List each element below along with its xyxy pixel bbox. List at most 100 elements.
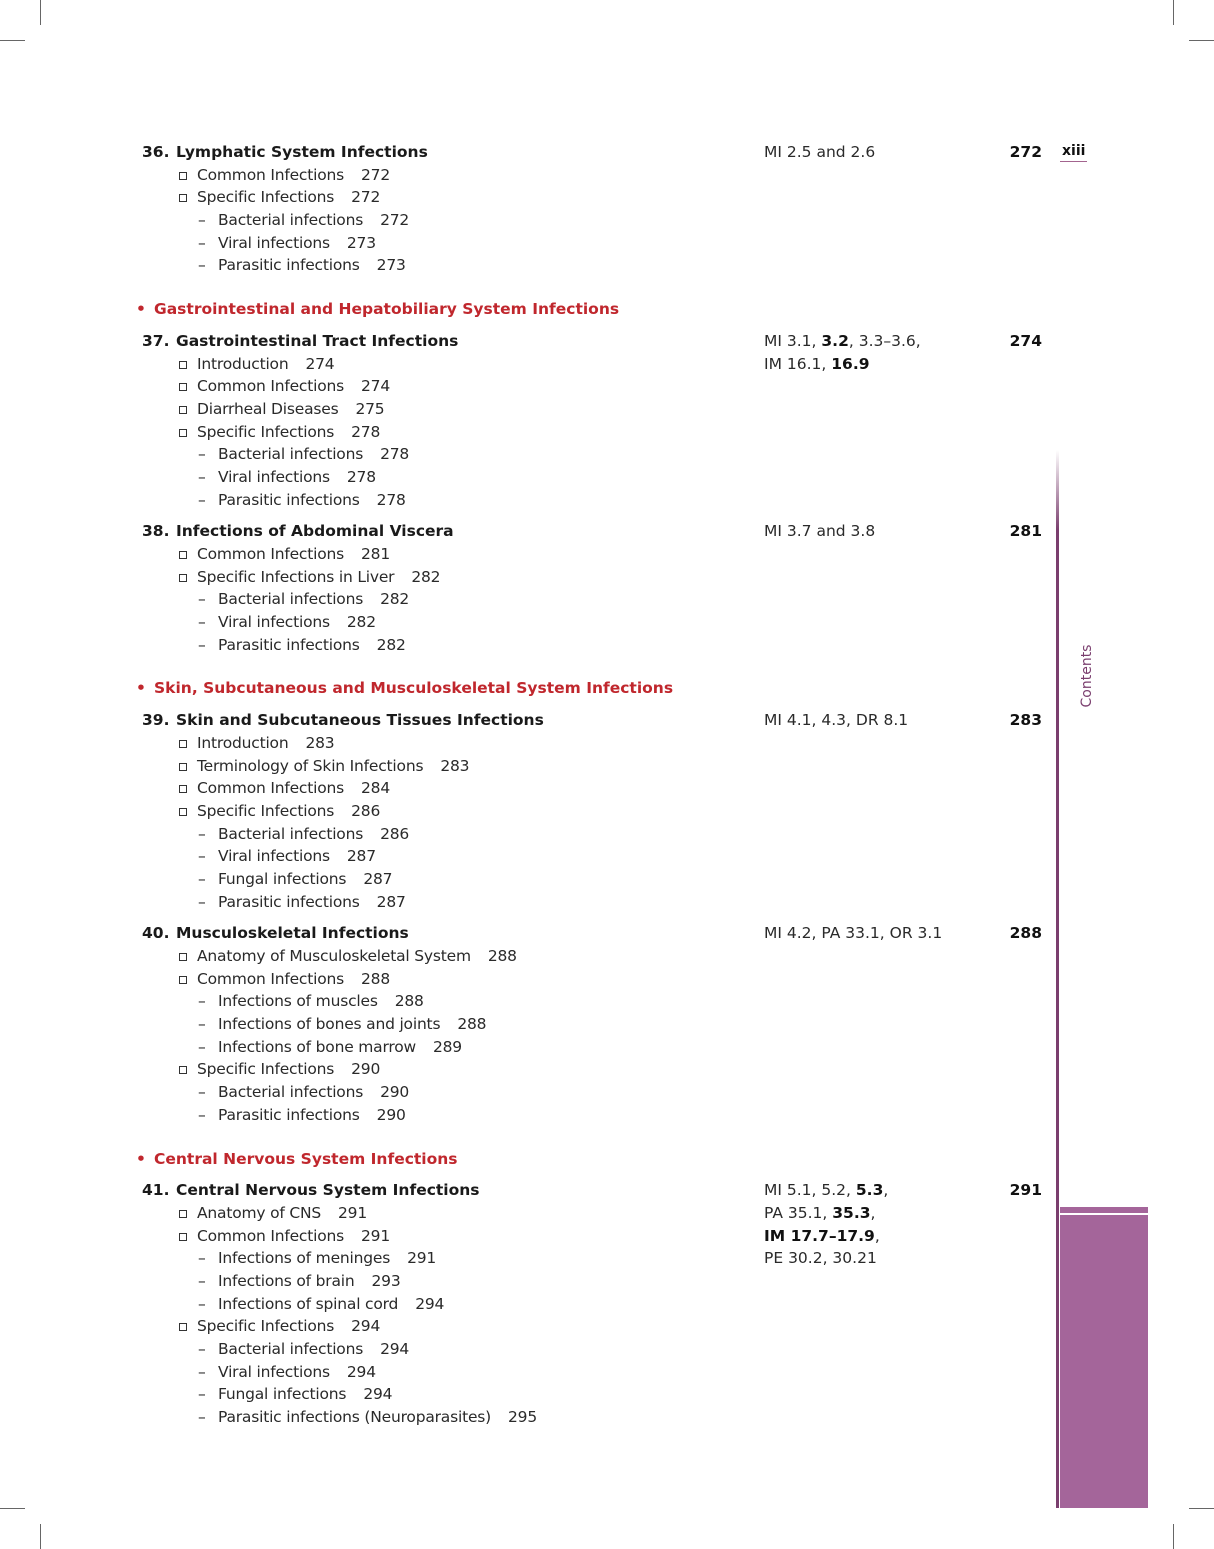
entry-title: Specific Infections	[197, 422, 335, 441]
chapter-title: Lymphatic System Infections	[176, 143, 428, 161]
entry-page: 284	[361, 779, 391, 798]
dash-icon: –	[198, 467, 206, 486]
subtopic-entry[interactable]: – Bacterial infections 278	[0, 443, 1214, 466]
entry-page: 273	[346, 233, 376, 252]
subtopic-entry[interactable]: – Viral infections 278	[0, 466, 1214, 489]
entry-title: Common Infections	[197, 969, 345, 988]
topic-entry[interactable]: Specific Infections 290	[0, 1058, 1214, 1081]
topic-entry[interactable]: Common Infections 274	[0, 375, 1214, 398]
entry-title: Introduction	[197, 733, 289, 752]
entry-text: Bacterial infections 278	[218, 443, 409, 466]
chapter-entry[interactable]: 37. Gastrointestinal Tract Infections MI 3…	[0, 330, 1214, 373]
topic-entry[interactable]: Common Infections 291	[0, 1225, 1214, 1248]
entry-page: 286	[380, 824, 410, 843]
subtopic-entry[interactable]: – Infections of brain 293	[0, 1270, 1214, 1293]
topic-entry[interactable]: Diarrheal Diseases 275	[0, 398, 1214, 421]
section-title: Skin, Subcutaneous and Musculoskeletal S…	[154, 679, 674, 698]
chapter-entry[interactable]: 40. Musculoskeletal Infections MI 4.2, PA …	[0, 922, 1214, 945]
topic-entry[interactable]: Specific Infections 286	[0, 800, 1214, 823]
dash-icon: –	[198, 1294, 206, 1313]
topic-entry[interactable]: Common Infections 272	[0, 164, 1214, 187]
entry-title: Parasitic infections	[218, 635, 360, 654]
subtopic-entry[interactable]: – Fungal infections 287	[0, 868, 1214, 891]
square-bullet-icon	[179, 953, 187, 961]
topic-entry[interactable]: Common Infections 284	[0, 777, 1214, 800]
entry-page: 294	[380, 1340, 410, 1358]
entry-text: Fungal infections 294	[218, 1383, 393, 1406]
subtopic-entry[interactable]: – Parasitic infections (Neuroparasites) 29…	[0, 1406, 1214, 1429]
entry-text: Infections of bone marrow 289	[218, 1036, 462, 1059]
chapter-title: Infections of Abdominal Viscera	[176, 522, 454, 541]
entry-title: Specific Infections	[197, 1060, 335, 1079]
subtopic-entry[interactable]: – Viral infections 287	[0, 845, 1214, 868]
subtopic-entry[interactable]: – Bacterial infections 286	[0, 823, 1214, 846]
competency-code: MI 3.7 and 3.8	[764, 522, 876, 541]
entry-text: Parasitic infections 287	[218, 891, 406, 914]
topic-entry[interactable]: Specific Infections 294	[0, 1315, 1214, 1338]
subtopic-entry[interactable]: – Bacterial infections 294	[0, 1338, 1214, 1361]
entry-page: 287	[363, 869, 393, 888]
entry-text: Parasitic infections (Neuroparasites) 295	[218, 1406, 537, 1429]
entry-page: 294	[415, 1294, 445, 1313]
dash-icon: –	[198, 869, 206, 888]
subtopic-entry[interactable]: – Infections of meninges 291	[0, 1247, 1214, 1270]
entry-text: Common Infections 272	[197, 164, 390, 187]
entry-text: Terminology of Skin Infections 283	[197, 755, 470, 778]
topic-entry[interactable]: Common Infections 288	[0, 968, 1214, 991]
topic-entry[interactable]: Introduction 274	[0, 353, 1214, 376]
topic-entry[interactable]: Anatomy of Musculoskeletal System 288	[0, 945, 1214, 968]
subtopic-entry[interactable]: – Parasitic infections 290	[0, 1104, 1214, 1127]
topic-entry[interactable]: Terminology of Skin Infections 283	[0, 755, 1214, 778]
entry-title: Fungal infections	[218, 1385, 347, 1404]
page-folio: xiii	[1060, 143, 1088, 162]
subtopic-entry[interactable]: – Bacterial infections 282	[0, 588, 1214, 611]
entry-title: Specific Infections	[197, 188, 335, 207]
crop-mark	[0, 40, 25, 41]
topic-entry[interactable]: Specific Infections 272	[0, 186, 1214, 209]
subtopic-entry[interactable]: – Viral infections 282	[0, 611, 1214, 634]
topic-entry[interactable]: Common Infections 281	[0, 543, 1214, 566]
entry-page: 282	[380, 590, 410, 609]
subtopic-entry[interactable]: – Bacterial infections 290	[0, 1081, 1214, 1104]
subtopic-entry[interactable]: – Parasitic infections 282	[0, 634, 1214, 657]
entry-title: Infections of muscles	[218, 992, 378, 1011]
chapter-entry[interactable]: 41. Central Nervous System Infections MI 5…	[0, 1179, 1214, 1267]
subtopic-entry[interactable]: – Parasitic infections 273	[0, 254, 1214, 277]
topic-entry[interactable]: Specific Infections in Liver 282	[0, 566, 1214, 589]
entry-title: Bacterial infections	[218, 445, 364, 464]
topic-entry[interactable]: Anatomy of CNS 291	[0, 1202, 1214, 1225]
bullet-icon: •	[136, 300, 146, 319]
subtopic-entry[interactable]: – Parasitic infections 278	[0, 489, 1214, 512]
subtopic-entry[interactable]: – Viral infections 294	[0, 1361, 1214, 1384]
square-bullet-icon	[179, 1323, 187, 1332]
entry-text: Parasitic infections 278	[218, 489, 406, 512]
chapter-entry[interactable]: 38. Infections of Abdominal Viscera MI 3.7…	[0, 520, 1214, 543]
chapter-page: 281	[1009, 522, 1042, 541]
chapter-entry[interactable]: 36. Lymphatic System Infections MI 2.5 and…	[0, 141, 1214, 164]
entry-title: Infections of bones and joints	[218, 1015, 441, 1034]
chapter-number: 38.	[142, 522, 170, 541]
topic-entry[interactable]: Introduction 283	[0, 732, 1214, 755]
crop-mark	[1173, 1524, 1174, 1549]
subtopic-entry[interactable]: – Fungal infections 294	[0, 1383, 1214, 1406]
subtopic-entry[interactable]: – Bacterial infections 272	[0, 209, 1214, 232]
entry-page: 294	[363, 1385, 393, 1404]
subtopic-entry[interactable]: – Infections of bone marrow 289	[0, 1036, 1214, 1059]
entry-page: 274	[305, 354, 335, 373]
entry-page: 288	[361, 969, 391, 988]
topic-entry[interactable]: Specific Infections 278	[0, 421, 1214, 444]
subtopic-entry[interactable]: – Parasitic infections 287	[0, 891, 1214, 914]
subtopic-entry[interactable]: – Infections of spinal cord 294	[0, 1293, 1214, 1316]
chapter-entry[interactable]: 39. Skin and Subcutaneous Tissues Infecti…	[0, 709, 1214, 732]
subtopic-entry[interactable]: – Infections of bones and joints 288	[0, 1013, 1214, 1036]
dash-icon: –	[198, 1105, 206, 1124]
entry-text: Viral infections 273	[218, 232, 376, 255]
square-bullet-icon	[179, 1209, 187, 1218]
subtopic-entry[interactable]: – Viral infections 273	[0, 232, 1214, 255]
dash-icon: –	[198, 233, 206, 252]
competency-code: ,	[874, 1226, 880, 1245]
dash-icon: –	[198, 992, 206, 1011]
square-bullet-icon	[179, 1066, 187, 1075]
subtopic-entry[interactable]: – Infections of muscles 288	[0, 990, 1214, 1013]
entry-title: Parasitic infections	[218, 892, 360, 911]
